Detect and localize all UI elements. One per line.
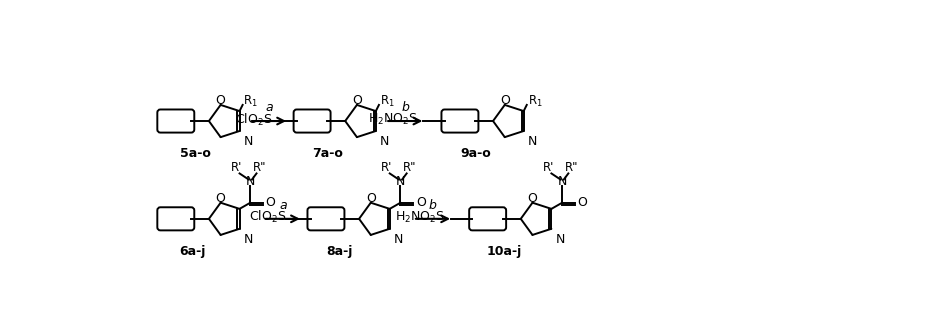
Text: H$_2$NO$_2$S: H$_2$NO$_2$S xyxy=(396,210,446,225)
Text: N: N xyxy=(244,135,253,148)
Text: b: b xyxy=(429,199,437,212)
Text: N: N xyxy=(379,135,389,148)
Text: N: N xyxy=(394,232,403,246)
Text: 8a-j: 8a-j xyxy=(327,245,353,258)
Text: ClO$_2$S: ClO$_2$S xyxy=(235,111,272,128)
Text: R$_1$: R$_1$ xyxy=(528,94,542,109)
Text: O: O xyxy=(215,192,226,204)
Text: 10a-j: 10a-j xyxy=(487,245,522,258)
Text: O: O xyxy=(528,192,537,204)
Text: R$_1$: R$_1$ xyxy=(379,94,395,109)
Text: ClO$_2$S: ClO$_2$S xyxy=(248,209,286,225)
Text: R": R" xyxy=(253,161,266,174)
Text: a: a xyxy=(279,199,287,212)
Text: O: O xyxy=(352,94,362,107)
Text: a: a xyxy=(265,101,273,114)
Text: N: N xyxy=(558,175,567,188)
Text: N: N xyxy=(396,175,405,188)
Text: 9a-o: 9a-o xyxy=(460,147,491,160)
Text: N: N xyxy=(244,232,253,246)
Text: O: O xyxy=(578,196,587,209)
Text: O: O xyxy=(215,94,226,107)
Text: O: O xyxy=(499,94,510,107)
Text: 7a-o: 7a-o xyxy=(312,147,343,160)
Text: 5a-o: 5a-o xyxy=(179,147,211,160)
Text: O: O xyxy=(416,196,426,209)
Text: N: N xyxy=(555,232,565,246)
Text: N: N xyxy=(245,175,255,188)
Text: R': R' xyxy=(381,161,393,174)
Text: R': R' xyxy=(230,161,243,174)
Text: 6a-j: 6a-j xyxy=(179,245,206,258)
Text: N: N xyxy=(528,135,537,148)
Text: R': R' xyxy=(543,161,554,174)
Text: R": R" xyxy=(403,161,416,174)
Text: b: b xyxy=(401,101,409,114)
Text: O: O xyxy=(366,192,376,204)
Text: O: O xyxy=(265,196,276,209)
Text: R$_1$: R$_1$ xyxy=(244,94,258,109)
Text: R": R" xyxy=(565,161,578,174)
Text: H$_2$NO$_2$S: H$_2$NO$_2$S xyxy=(367,112,417,127)
